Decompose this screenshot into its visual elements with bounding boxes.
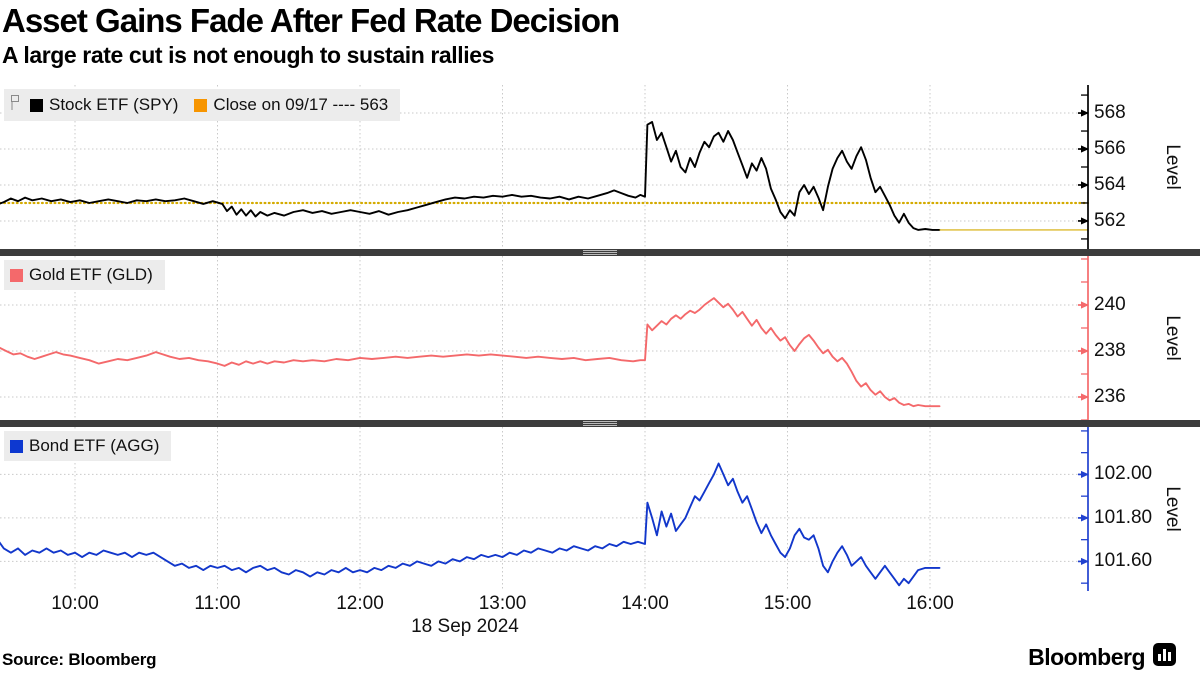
panel-divider[interactable] (0, 249, 1200, 256)
legend-item-spy[interactable]: Stock ETF (SPY) (30, 95, 178, 115)
x-tick-label: 14:00 (621, 593, 669, 614)
x-tick-label: 15:00 (763, 593, 812, 614)
y-tick-label: 102.00 (1094, 463, 1153, 485)
close-swatch-icon (194, 98, 208, 112)
divider-grip-icon[interactable] (583, 250, 617, 255)
panel-spy-plot[interactable] (0, 85, 1090, 249)
legend-label-agg: Bond ETF (AGG) (29, 436, 160, 455)
legend-item-close[interactable]: Close on 09/17 ---- 563 (194, 95, 388, 115)
x-tick-label: 16:00 (906, 593, 954, 614)
legend-agg: Bond ETF (AGG) (4, 431, 172, 461)
source-note: Source: Bloomberg (2, 650, 157, 669)
legend-label-gld: Gold ETF (GLD) (29, 265, 153, 284)
y-axis-title-gld: Level (1162, 315, 1183, 361)
legend-gld: Gold ETF (GLD) (4, 260, 165, 290)
y-axis-title-agg: Level (1162, 486, 1183, 532)
bloomberg-logo: Bloomberg (1028, 643, 1176, 671)
chart-flag-icon (10, 94, 20, 116)
y-tick-label: 568 (1094, 102, 1126, 124)
y-axis-title-spy: Level (1162, 144, 1183, 190)
bloomberg-mark-icon (1153, 643, 1176, 671)
y-tick-label: 240 (1094, 293, 1126, 315)
agg-swatch-icon (10, 439, 23, 453)
legend-label-spy: Stock ETF (SPY) (49, 95, 179, 114)
y-tick-label: 238 (1094, 339, 1126, 361)
y-tick-label: 236 (1094, 385, 1126, 407)
y-tick-label: 101.60 (1094, 550, 1153, 572)
plot-svg (0, 256, 1089, 420)
spy-swatch-icon (30, 98, 43, 112)
x-axis-date-label: 18 Sep 2024 (411, 616, 519, 637)
page-title: Asset Gains Fade After Fed Rate Decision (2, 2, 620, 39)
legend-item-gld[interactable]: Gold ETF (GLD) (10, 265, 153, 285)
plot-svg (0, 427, 1089, 591)
panel-divider[interactable] (0, 420, 1200, 427)
y-tick-label: 101.80 (1094, 506, 1153, 528)
page-subtitle: A large rate cut is not enough to sustai… (2, 42, 495, 68)
legend-label-close: Close on 09/17 ---- 563 (213, 95, 389, 114)
panel-agg-plot[interactable] (0, 427, 1090, 591)
legend-spy: Stock ETF (SPY) Close on 09/17 ---- 563 (4, 89, 401, 121)
y-tick-label: 566 (1094, 138, 1126, 160)
legend-item-agg[interactable]: Bond ETF (AGG) (10, 436, 159, 456)
x-tick-label: 12:00 (336, 593, 384, 614)
panel-gld-plot[interactable] (0, 256, 1090, 420)
bloomberg-wordmark: Bloomberg (1028, 643, 1145, 670)
x-tick-label: 10:00 (51, 593, 99, 614)
plot-svg (0, 85, 1090, 249)
divider-grip-icon[interactable] (583, 421, 617, 426)
y-tick-label: 562 (1094, 209, 1126, 231)
y-tick-label: 564 (1094, 173, 1126, 195)
x-tick-label: 11:00 (194, 593, 241, 614)
x-tick-label: 13:00 (478, 593, 527, 614)
gld-swatch-icon (10, 268, 23, 282)
